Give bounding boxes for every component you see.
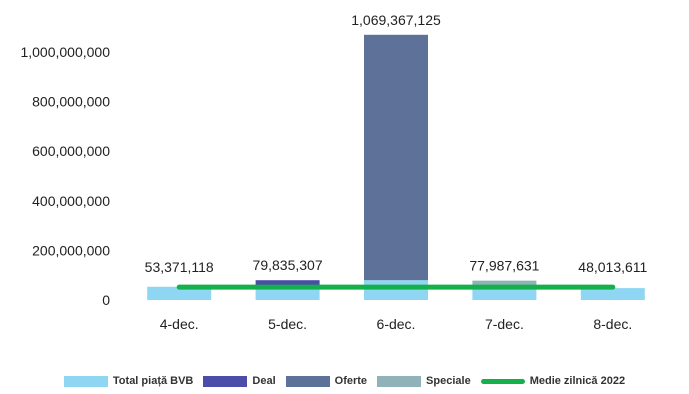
legend-swatch xyxy=(203,375,248,387)
legend-label: Oferte xyxy=(334,375,368,387)
data-label: 48,013,611 xyxy=(578,259,647,275)
chart-legend: Total piață BVB Deal Oferte Speciale Medie z… xyxy=(0,368,689,394)
legend-label: Total piață BVB xyxy=(112,375,194,387)
bar-segment xyxy=(147,286,212,300)
data-label: 1,069,367,125 xyxy=(351,12,441,28)
x-tick-label: 6-dec. xyxy=(377,316,416,332)
x-tick-label: 8-dec. xyxy=(593,316,632,332)
bar-segment xyxy=(255,280,320,288)
chart-area: 0 200,000,000 400,000,000 600,000,000 800,00… xyxy=(20,12,647,332)
legend-swatch xyxy=(63,375,108,387)
legend-label: Medie zilnică 2022 xyxy=(529,375,626,387)
bar-segment xyxy=(255,287,320,300)
legend-swatch xyxy=(480,378,525,384)
legend-item: Oferte xyxy=(285,375,368,387)
bar-segment xyxy=(580,288,645,300)
data-label: 77,987,631 xyxy=(469,258,539,274)
legend-item: Speciale xyxy=(377,375,471,387)
legend-item: Total piață BVB xyxy=(63,375,194,387)
y-tick-label: 0 xyxy=(102,292,110,308)
bar-segment xyxy=(364,34,428,281)
bar-segment xyxy=(364,280,428,300)
data-label: 53,371,118 xyxy=(145,259,214,275)
legend-item: Deal xyxy=(203,375,276,387)
bar-segment xyxy=(472,287,537,300)
y-tick-label: 800,000,000 xyxy=(32,94,110,110)
legend-item: Medie zilnică 2022 xyxy=(480,375,626,387)
legend-swatch xyxy=(377,375,422,387)
y-tick-label: 1,000,000,000 xyxy=(20,44,110,60)
x-tick-label: 7-dec. xyxy=(485,316,524,332)
y-tick-label: 600,000,000 xyxy=(32,143,110,159)
legend-swatch xyxy=(285,375,330,387)
y-tick-label: 200,000,000 xyxy=(32,242,110,258)
bar-segment xyxy=(472,280,537,288)
x-tick-label: 4-dec. xyxy=(160,316,199,332)
legend-label: Deal xyxy=(252,375,276,387)
data-label: 79,835,307 xyxy=(253,257,323,273)
legend-label: Speciale xyxy=(426,375,471,387)
y-tick-label: 400,000,000 xyxy=(32,193,110,209)
x-tick-label: 5-dec. xyxy=(268,316,307,332)
